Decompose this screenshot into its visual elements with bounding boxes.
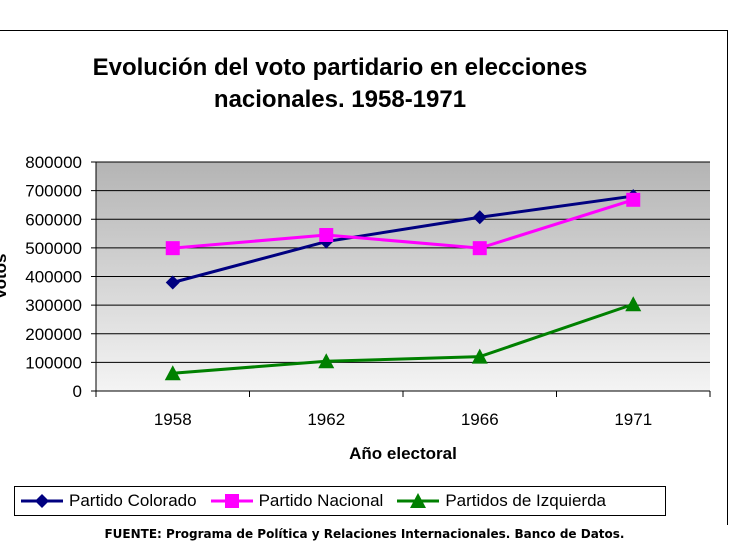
- y-axis-title: Votos: [0, 254, 10, 300]
- series-line-1: [172, 198, 634, 250]
- legend-marker: [410, 493, 427, 508]
- legend-swatch-2: [397, 493, 440, 508]
- data-point-1-2: [472, 241, 487, 256]
- chart-title: Evolución del voto partidario en eleccio…: [40, 52, 640, 116]
- y-tick-label: 800000: [25, 153, 82, 172]
- y-tick-label: 600000: [25, 210, 82, 229]
- data-point-2-3: [625, 296, 642, 312]
- legend-item-2: Partidos de Izquierda: [395, 491, 606, 511]
- y-tick-label: 500000: [25, 239, 82, 258]
- y-tick-label: 300000: [25, 296, 82, 315]
- chart-title-line1: Evolución del voto partidario en eleccio…: [92, 54, 588, 81]
- data-point-0-2: [472, 210, 487, 225]
- source-note: FUENTE: Programa de Política y Relacione…: [104, 527, 625, 541]
- legend-label-2: Partidos de Izquierda: [445, 491, 606, 510]
- data-point-1-3: [626, 192, 641, 207]
- legend-swatch-1: [210, 494, 253, 508]
- legend-label-0: Partido Colorado: [69, 491, 197, 510]
- data-point-0-0: [165, 275, 180, 290]
- y-tick-label: 100000: [25, 353, 82, 372]
- data-point-2-1: [318, 353, 335, 369]
- x-axis-title: Año electoral: [349, 444, 457, 463]
- legend-marker: [224, 494, 239, 508]
- x-tick-label: 1958: [154, 410, 192, 429]
- chart-frame: [0, 30, 728, 525]
- series-line-0: [172, 194, 634, 284]
- data-point-2-2: [471, 348, 488, 364]
- y-tick-label: 700000: [25, 182, 82, 201]
- series-line-2: [172, 302, 634, 375]
- data-point-2-0: [164, 365, 181, 381]
- y-tick-label: 0: [73, 382, 82, 401]
- y-tick-label: 400000: [25, 268, 82, 287]
- legend-item-0: Partido Colorado: [19, 491, 197, 511]
- legend-label-1: Partido Nacional: [258, 491, 384, 510]
- x-tick-label: 1966: [461, 410, 499, 429]
- x-tick-label: 1971: [614, 410, 652, 429]
- chart-title-line2: nacionales. 1958-1971: [213, 86, 467, 113]
- y-tick-label: 200000: [25, 325, 82, 344]
- x-tick-label: 1962: [307, 410, 345, 429]
- legend-swatch-0: [21, 494, 63, 508]
- legend-marker: [35, 494, 49, 508]
- data-point-1-0: [165, 241, 180, 256]
- data-point-1-1: [319, 227, 334, 242]
- chart-legend: Partido Colorado Partido Nacional Partidos…: [14, 486, 666, 516]
- legend-item-1: Partido Nacional: [209, 491, 384, 511]
